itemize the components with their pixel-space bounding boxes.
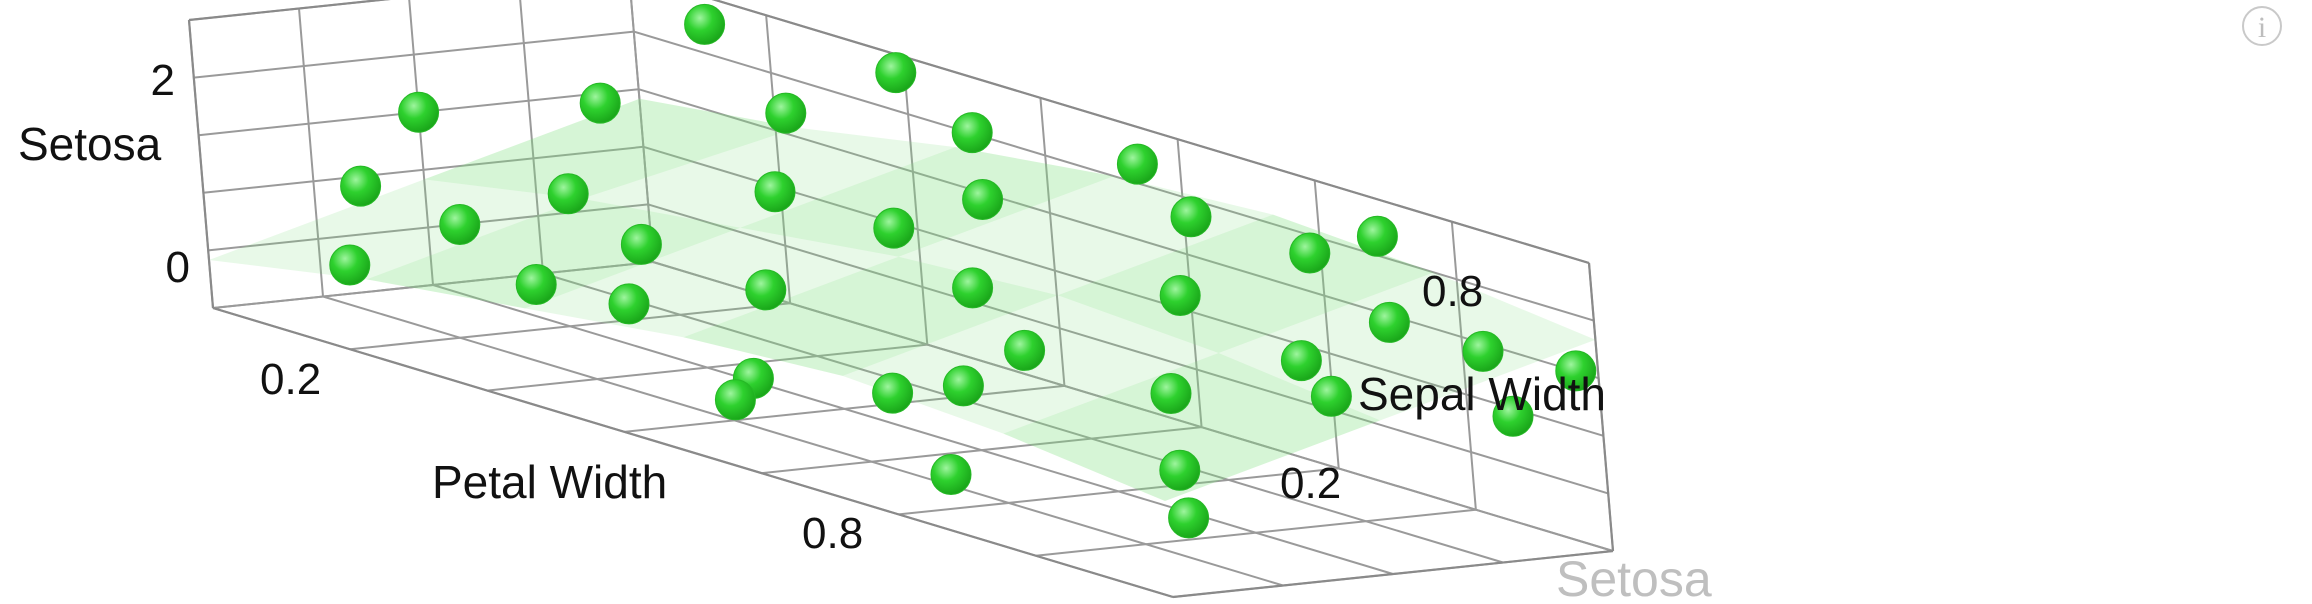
data-point: [962, 179, 1004, 220]
back-wall-grid-line: [765, 15, 792, 304]
side-wall-grid-line: [203, 145, 644, 194]
data-point: [1280, 340, 1322, 382]
fitted-surface: [209, 98, 1596, 501]
side-wall-grid-line: [193, 30, 634, 79]
data-point: [942, 365, 984, 407]
y-tick-0-8: 0.8: [1422, 267, 1483, 316]
box-edge-line: [1587, 262, 1615, 552]
data-point: [547, 173, 589, 215]
data-point: [1116, 143, 1158, 185]
data-point: [620, 223, 662, 265]
data-point: [930, 454, 972, 495]
side-wall-grid-line: [519, 0, 544, 274]
data-point: [872, 372, 914, 414]
data-point: [1310, 375, 1352, 417]
surface-patch: [1057, 214, 1434, 354]
data-point: [329, 244, 371, 286]
back-wall-grid-line: [633, 30, 1595, 322]
back-wall-grid-line: [652, 261, 1614, 552]
z-axis-title: Setosa: [18, 118, 162, 170]
data-point: [579, 82, 621, 124]
side-wall-grid-line: [408, 0, 434, 286]
data-point: [1004, 329, 1046, 371]
data-points: [329, 3, 1597, 539]
surface-patch: [1218, 272, 1596, 421]
data-point: [684, 3, 726, 45]
surface-patch: [209, 179, 582, 280]
data-point: [1159, 449, 1201, 491]
data-point: [951, 112, 993, 154]
y-axis-title: Sepal Width: [1358, 368, 1606, 420]
side-wall-grid-line: [298, 8, 324, 297]
data-point: [745, 269, 787, 311]
box-edge-line: [1172, 549, 1614, 599]
z-tick-2: 2: [151, 56, 175, 105]
surface-patch: [1003, 353, 1381, 501]
back-wall-grid-line: [1450, 221, 1477, 510]
surface-patch: [740, 147, 1114, 257]
data-point: [754, 171, 796, 213]
back-wall-grid-line: [1039, 97, 1066, 386]
data-point: [608, 283, 650, 325]
x-axis-title: Petal Width: [432, 456, 667, 508]
data-point: [875, 52, 917, 94]
info-icon[interactable]: i: [2242, 6, 2282, 46]
back-wall-grid-line: [902, 56, 929, 345]
box-edge-line: [711, 0, 1590, 265]
side-wall-grid-line: [630, 0, 654, 263]
data-point: [1462, 330, 1504, 372]
data-point: [873, 207, 915, 249]
back-wall-grid-line: [1313, 180, 1340, 469]
box-edge-line: [212, 306, 1174, 599]
data-point: [1555, 350, 1597, 392]
data-point: [398, 91, 440, 133]
data-point: [340, 165, 382, 207]
box-edge-line: [188, 0, 391, 22]
floor-grid-line: [432, 284, 1394, 575]
back-wall-grid-line: [638, 88, 1599, 380]
data-point: [1159, 275, 1201, 316]
data-point: [714, 379, 756, 421]
data-point: [1289, 232, 1331, 274]
y-tick-0-2: 0.2: [1280, 459, 1341, 508]
z-tick-0: 0: [166, 243, 190, 292]
data-point: [1356, 215, 1398, 257]
data-point: [1368, 301, 1410, 343]
axis-labels: 2 Setosa 0 0.2 Petal Width 0.8 0.8 Sepal…: [18, 56, 1712, 604]
box-edge-line: [187, 19, 215, 309]
data-point: [952, 267, 994, 309]
surface-patch: [424, 98, 798, 199]
data-point: [1168, 497, 1210, 539]
back-wall-grid-line: [647, 203, 1609, 495]
x-tick-0-8: 0.8: [802, 509, 863, 558]
floor-grid-line: [542, 272, 1504, 564]
data-point: [765, 92, 807, 134]
back-wall-grid-line: [643, 145, 1604, 437]
chart-caption: Setosa: [1556, 551, 1712, 604]
data-point: [439, 204, 481, 245]
plot-box-grid: [187, 0, 1615, 599]
data-point: [1170, 196, 1212, 238]
data-point: [515, 264, 557, 305]
side-wall-grid-line: [212, 261, 654, 309]
x-tick-0-2: 0.2: [260, 355, 321, 404]
floor-grid-line: [322, 295, 1284, 587]
data-point: [1150, 373, 1192, 414]
data-point: [1492, 395, 1534, 437]
